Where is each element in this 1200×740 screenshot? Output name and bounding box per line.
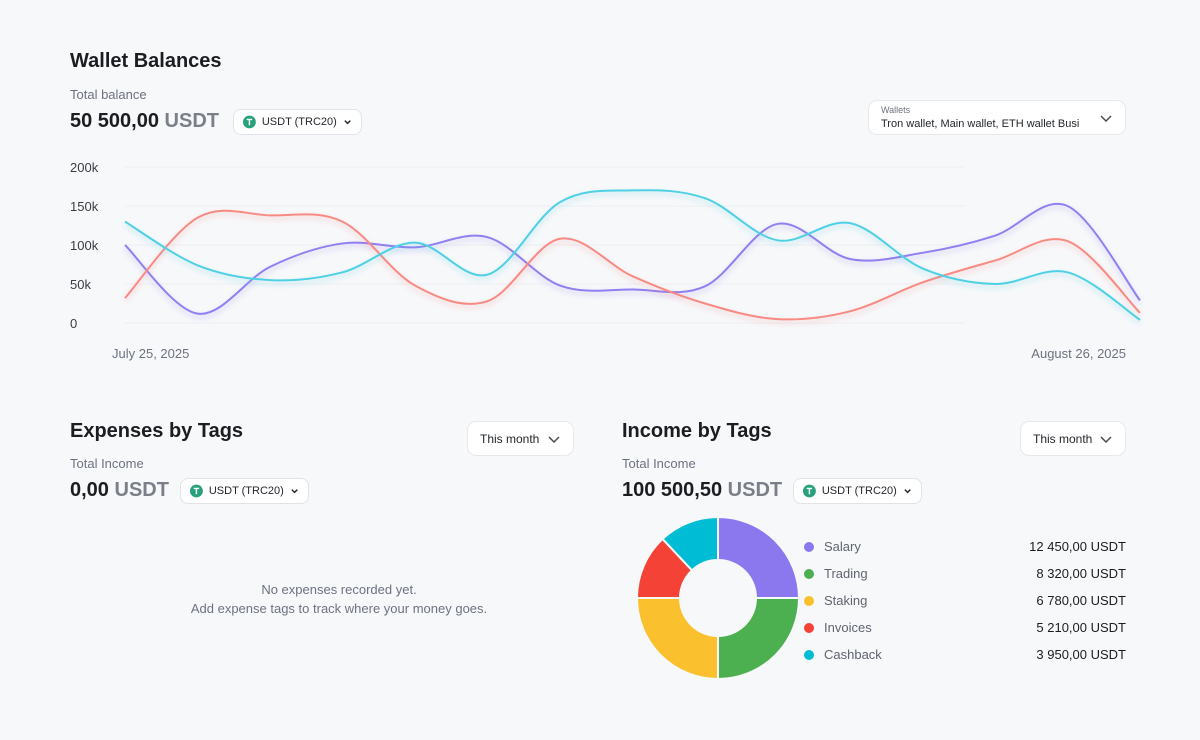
chevron (291, 489, 298, 494)
legend: Salary 12 450,00 USDT Trading 8 320,00 USDT… (800, 533, 1126, 668)
period-select[interactable]: This month (467, 421, 574, 456)
x-tick-label: August 26, 2025 (1031, 346, 1126, 361)
legend-label: Invoices (824, 620, 872, 635)
currency: USDT (TRC20) (261, 116, 337, 128)
select-value: This month (1033, 431, 1093, 446)
amount: 0,00 (70, 479, 109, 501)
select-value: This month (480, 431, 540, 446)
unit: USDT (727, 479, 783, 501)
y-tick-label: 0 (70, 316, 77, 331)
legend-amount: 8 320,00 USDT (1036, 566, 1126, 581)
legend-label: Staking (824, 593, 868, 608)
y-tick-label: 200k (70, 160, 99, 175)
tether-icon (803, 484, 816, 498)
y-tick-label: 100k (70, 238, 99, 253)
total-amount: 50 500,00 USDT (70, 110, 219, 133)
currency-select[interactable]: USDT (TRC20) (233, 109, 362, 135)
chevron (1100, 436, 1112, 443)
empty-message: No expenses recorded yet. (261, 582, 417, 597)
total-amount: 100 500,50 USDT (622, 479, 782, 502)
legend-label: Trading (824, 566, 868, 581)
y-tick-label: 150k (70, 199, 99, 214)
legend-dot (804, 622, 814, 633)
period-select[interactable]: This month (1020, 421, 1126, 456)
chevron (548, 436, 560, 443)
amount: 50 500,00 (70, 110, 159, 132)
legend-label: Cashback (824, 647, 882, 662)
section-title: Income by Tags (622, 420, 772, 442)
legend-row: Staking 6 780,00 USDT (800, 587, 1126, 614)
legend-amount: 12 450,00 USDT (1029, 539, 1126, 554)
currency-select[interactable]: USDT (TRC20) (180, 478, 309, 504)
total-label: Total balance (70, 87, 147, 102)
legend-label: Salary (824, 539, 861, 554)
total-label: Total Income (622, 456, 696, 471)
section-title: Wallet Balances (70, 50, 222, 72)
select-label: Wallets (881, 105, 911, 115)
select-value: Tron wallet, Main wallet, ETH wallet Bus… (881, 118, 1080, 130)
chevron (1100, 115, 1112, 122)
total-amount: 0,00 USDT (70, 479, 169, 502)
line-series (124, 202, 1141, 315)
legend-dot (804, 649, 814, 660)
select-text: Wallets Tron wallet, Main wallet, ETH wa… (881, 105, 1079, 130)
donut-segment (661, 515, 719, 572)
chevron (344, 120, 351, 125)
legend-amount: 3 950,00 USDT (1036, 647, 1126, 662)
line-series (124, 189, 1141, 321)
legend-dot (804, 541, 814, 552)
line-series (124, 209, 1141, 321)
donut-chart (635, 515, 801, 681)
legend-dot (804, 568, 814, 579)
legend-row: Invoices 5 210,00 USDT (800, 614, 1126, 641)
chevron (904, 489, 911, 494)
tether-icon (190, 484, 203, 498)
legend-amount: 5 210,00 USDT (1036, 620, 1126, 635)
unit: USDT (164, 110, 219, 132)
wallets-select[interactable]: Wallets Tron wallet, Main wallet, ETH wa… (868, 100, 1126, 135)
currency: USDT (TRC20) (821, 485, 897, 497)
currency-select[interactable]: USDT (TRC20) (793, 478, 922, 504)
tether-icon (243, 115, 256, 129)
line-chart: 0 50k 100k 150k 200k July 25, 2025 August 26, … (70, 160, 1141, 361)
currency: USDT (TRC20) (208, 485, 284, 497)
donut-segment (717, 515, 801, 599)
y-tick-label: 50k (70, 277, 91, 292)
amount: 100 500,50 (622, 479, 723, 501)
empty-message: Add expense tags to track where your mon… (190, 601, 488, 616)
legend-amount: 6 780,00 USDT (1036, 593, 1126, 608)
legend-row: Cashback 3 950,00 USDT (800, 641, 1126, 668)
donut-segment (635, 597, 719, 681)
section-title: Expenses by Tags (70, 420, 244, 442)
total-label: Total Income (70, 456, 144, 471)
legend-dot (804, 595, 814, 606)
x-tick-label: July 25, 2025 (112, 346, 189, 361)
donut-segment (717, 597, 801, 681)
unit: USDT (114, 479, 169, 501)
legend-row: Trading 8 320,00 USDT (800, 560, 1126, 587)
legend-row: Salary 12 450,00 USDT (800, 533, 1126, 560)
